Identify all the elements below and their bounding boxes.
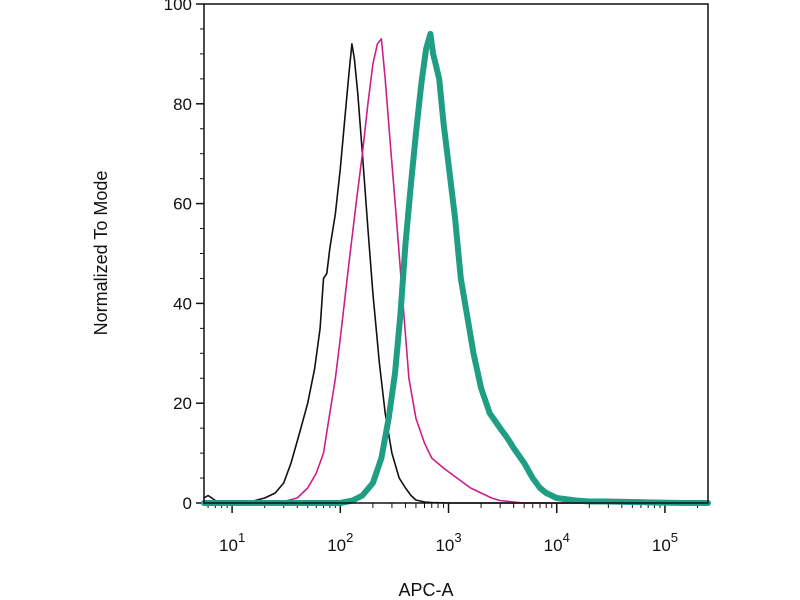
x-tick-base: 10	[327, 536, 346, 555]
x-tick-base: 10	[435, 536, 454, 555]
x-tick-exponent: 1	[238, 530, 245, 545]
x-tick-exponent: 4	[563, 530, 570, 545]
x-axis-title: APC-A	[398, 580, 453, 600]
x-tick-label: 101	[219, 530, 245, 555]
x-axis-ticks: 101 102 103 104 105	[207, 503, 699, 555]
x-tick-label: 103	[435, 530, 461, 555]
x-tick-label: 104	[544, 530, 570, 555]
x-tick-base: 10	[652, 536, 671, 555]
x-tick-base: 10	[544, 536, 563, 555]
x-tick-base: 10	[219, 536, 238, 555]
y-axis-title: Normalized To Mode	[91, 171, 111, 336]
y-tick-label: 100	[164, 0, 192, 14]
histogram-series-line	[203, 43, 709, 504]
y-tick-label: 0	[183, 494, 192, 513]
histogram-series-line	[201, 30, 711, 506]
x-tick-exponent: 2	[346, 530, 353, 545]
histogram-series-line	[203, 38, 709, 504]
y-tick-label: 60	[173, 195, 192, 214]
plot-frame	[203, 3, 709, 504]
x-tick-label: 102	[327, 530, 353, 555]
y-tick-label: 40	[173, 294, 192, 313]
series-layer	[201, 30, 711, 506]
x-tick-exponent: 5	[671, 530, 678, 545]
x-tick-exponent: 3	[454, 530, 461, 545]
y-tick-label: 80	[173, 95, 192, 114]
y-axis-ticks: 0 20 40 60 80 100	[164, 0, 204, 513]
y-tick-label: 20	[173, 394, 192, 413]
x-tick-label: 105	[652, 530, 678, 555]
